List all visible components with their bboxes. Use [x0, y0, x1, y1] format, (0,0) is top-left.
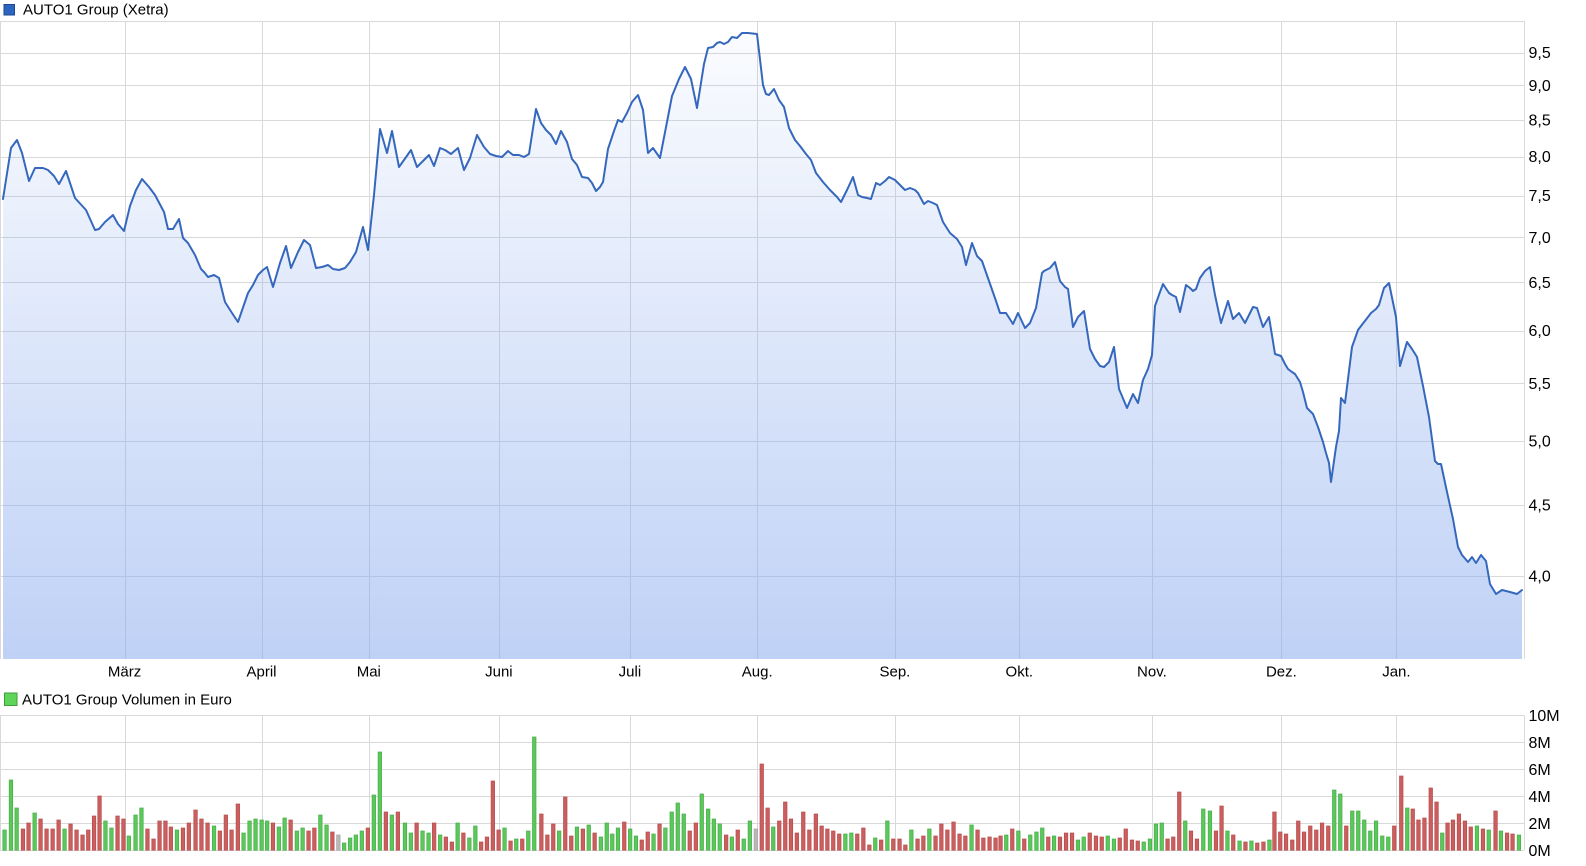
svg-text:6M: 6M: [1529, 762, 1551, 779]
svg-text:5,5: 5,5: [1529, 376, 1551, 393]
svg-text:März: März: [108, 664, 141, 681]
svg-text:AUTO1 Group (Xetra): AUTO1 Group (Xetra): [23, 2, 169, 19]
svg-text:10M: 10M: [1529, 708, 1560, 725]
svg-text:2M: 2M: [1529, 816, 1551, 833]
svg-text:Aug.: Aug.: [742, 664, 773, 681]
svg-text:Juni: Juni: [485, 664, 513, 681]
svg-text:8,5: 8,5: [1529, 112, 1551, 129]
svg-text:Sep.: Sep.: [879, 664, 910, 681]
svg-text:6,0: 6,0: [1529, 323, 1551, 340]
svg-text:9,0: 9,0: [1529, 78, 1551, 95]
svg-text:Nov.: Nov.: [1137, 664, 1167, 681]
svg-text:4,5: 4,5: [1529, 497, 1551, 514]
svg-text:5,0: 5,0: [1529, 434, 1551, 451]
svg-text:6,5: 6,5: [1529, 275, 1551, 292]
svg-text:Jan.: Jan.: [1382, 664, 1410, 681]
svg-text:Juli: Juli: [619, 664, 642, 681]
svg-text:8,0: 8,0: [1529, 149, 1551, 166]
svg-text:4M: 4M: [1529, 789, 1551, 806]
svg-text:Okt.: Okt.: [1006, 664, 1034, 681]
svg-text:9,5: 9,5: [1529, 45, 1551, 62]
svg-text:8M: 8M: [1529, 735, 1551, 752]
svg-text:Mai: Mai: [357, 664, 381, 681]
svg-text:0M: 0M: [1529, 843, 1551, 860]
svg-text:7,5: 7,5: [1529, 188, 1551, 205]
svg-text:Dez.: Dez.: [1266, 664, 1297, 681]
svg-text:7,0: 7,0: [1529, 230, 1551, 247]
svg-text:4,0: 4,0: [1529, 569, 1551, 586]
svg-text:April: April: [246, 664, 276, 681]
svg-text:AUTO1 Group Volumen in Euro: AUTO1 Group Volumen in Euro: [22, 692, 232, 709]
